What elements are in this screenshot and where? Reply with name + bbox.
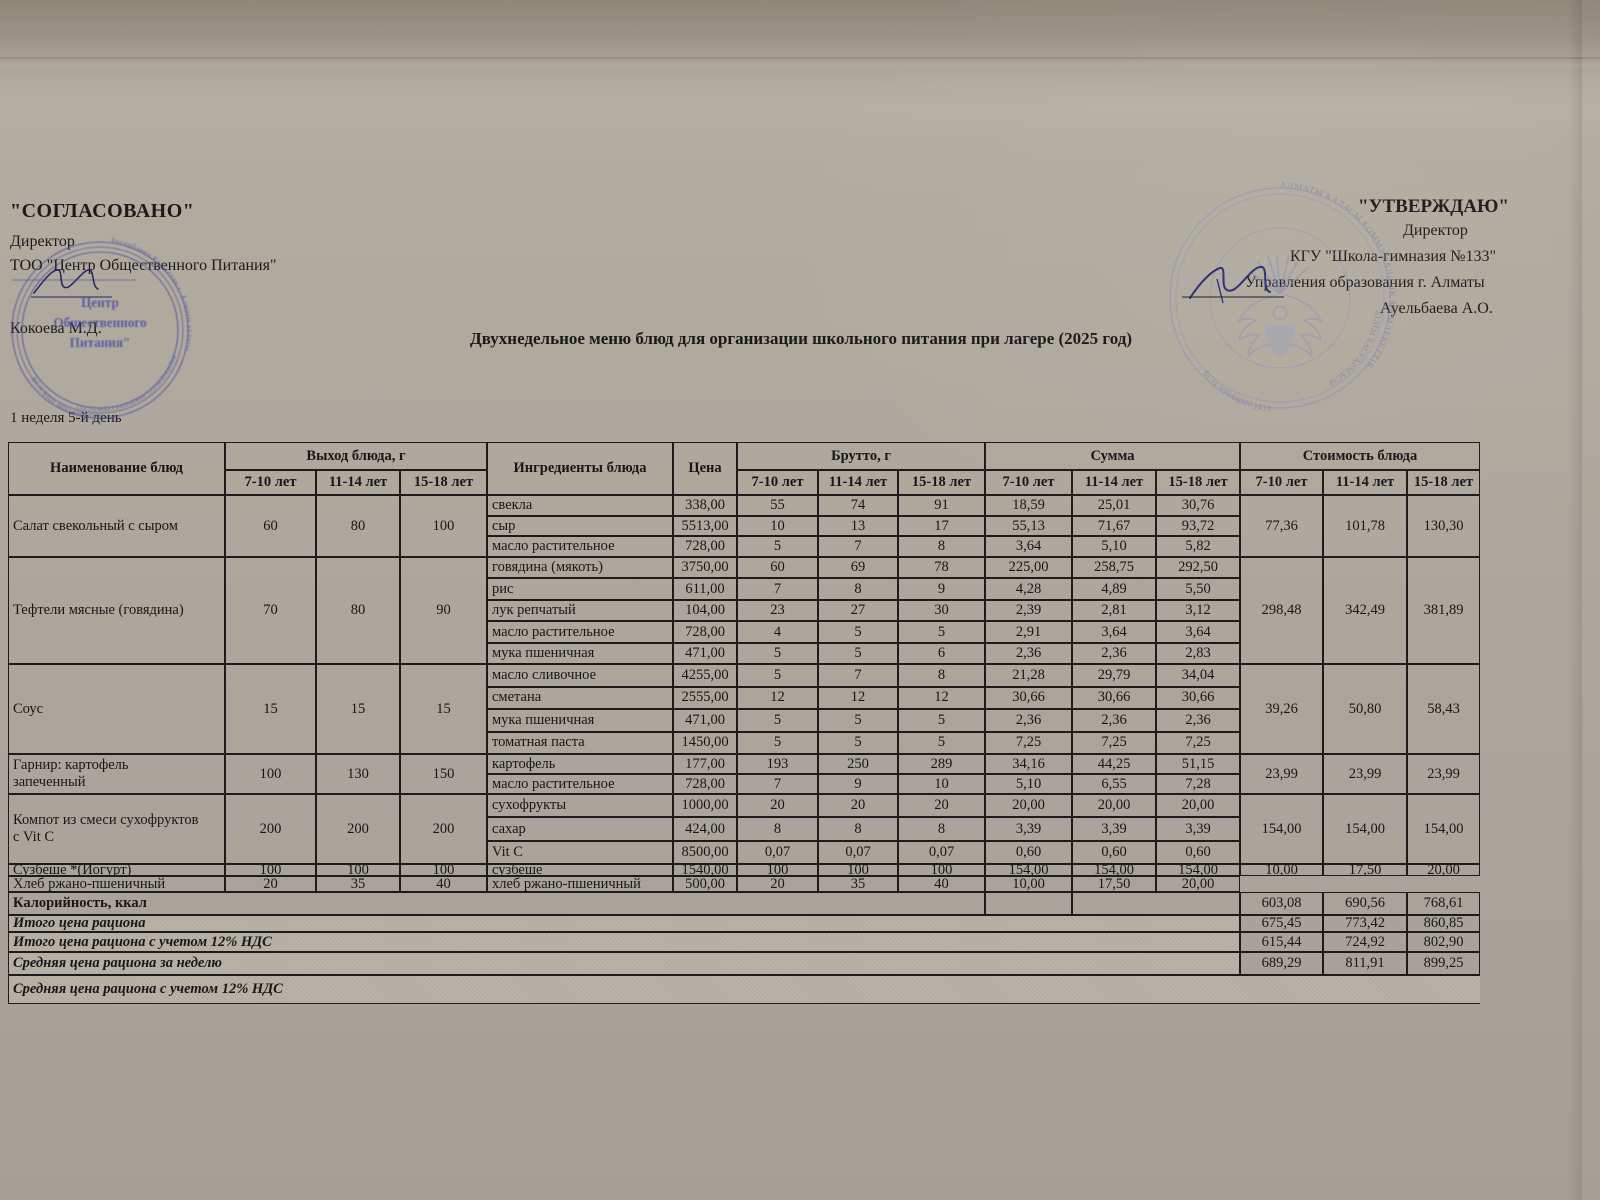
svg-text:жауапкершiлiгi шектелген серiк: жауапкершiлiгi шектелген серiктестiгi bbox=[76, 353, 179, 413]
svg-text:Питания": Питания" bbox=[70, 335, 131, 350]
svg-text:ВСН/БИН 000140003579: ВСН/БИН 000140003579 bbox=[29, 375, 103, 420]
svg-text:БСН 990440003419: БСН 990440003419 bbox=[1201, 368, 1272, 413]
